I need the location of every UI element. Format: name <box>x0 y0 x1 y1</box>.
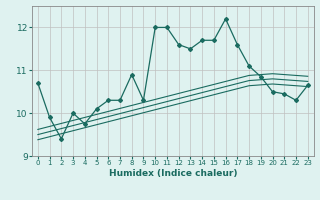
X-axis label: Humidex (Indice chaleur): Humidex (Indice chaleur) <box>108 169 237 178</box>
